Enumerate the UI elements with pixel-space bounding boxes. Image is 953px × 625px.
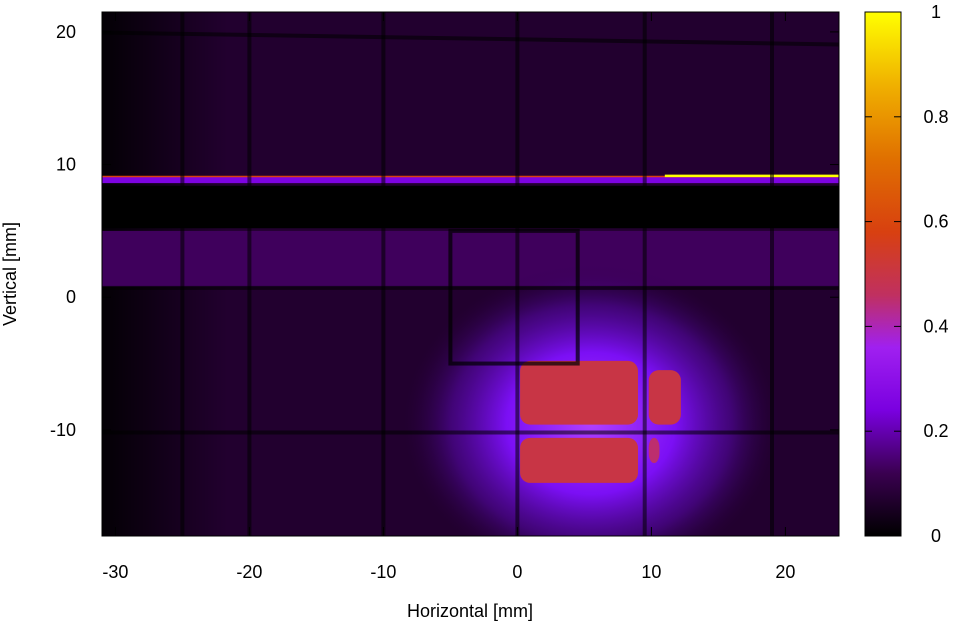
- x-tick-label: 10: [641, 562, 661, 582]
- heatmap-dark-band: [102, 185, 839, 229]
- beam-spot-core-4: [648, 437, 660, 464]
- x-tick-label: 20: [775, 562, 795, 582]
- heatmap-lighter-band: [102, 230, 839, 287]
- heatmap-bright-strip: [102, 176, 839, 184]
- plot-frame: [101, 11, 840, 537]
- colorbar-tick-label: 0.8: [923, 107, 948, 127]
- colorbar-gradient: [864, 11, 902, 537]
- plot-area: [102, 12, 839, 536]
- y-axis: -10 0 10 20: [50, 22, 839, 440]
- beam-spot-core-2: [520, 437, 638, 483]
- x-tick-label: -30: [102, 562, 128, 582]
- colorbar-tick-label: 0.2: [923, 421, 948, 441]
- x-tick-label: -20: [236, 562, 262, 582]
- beam-spot-core-3: [648, 370, 681, 425]
- y-tick-label: -10: [50, 420, 76, 440]
- y-tick-label: 20: [56, 22, 76, 42]
- beam-spot-core-1: [520, 360, 638, 425]
- x-axis: -30 -20 -10 0 10 20: [102, 12, 795, 582]
- y-axis-label: Vertical [mm]: [0, 222, 20, 326]
- colorbar-tick-label: 0: [931, 526, 941, 546]
- x-tick-label: 0: [512, 562, 522, 582]
- x-tick-label: -10: [370, 562, 396, 582]
- grid-wire-horizontal-1: [102, 30, 839, 47]
- colorbar-tick-label: 1: [931, 2, 941, 22]
- y-tick-label: 0: [66, 287, 76, 307]
- square-outline: [448, 228, 580, 366]
- y-tick-label: 10: [56, 155, 76, 175]
- colorbar: 0 0.2 0.4 0.6 0.8 1: [864, 2, 949, 546]
- colorbar-tick-label: 0.6: [923, 212, 948, 232]
- colorbar-tick-label: 0.4: [923, 316, 948, 336]
- x-axis-label: Horizontal [mm]: [407, 601, 533, 621]
